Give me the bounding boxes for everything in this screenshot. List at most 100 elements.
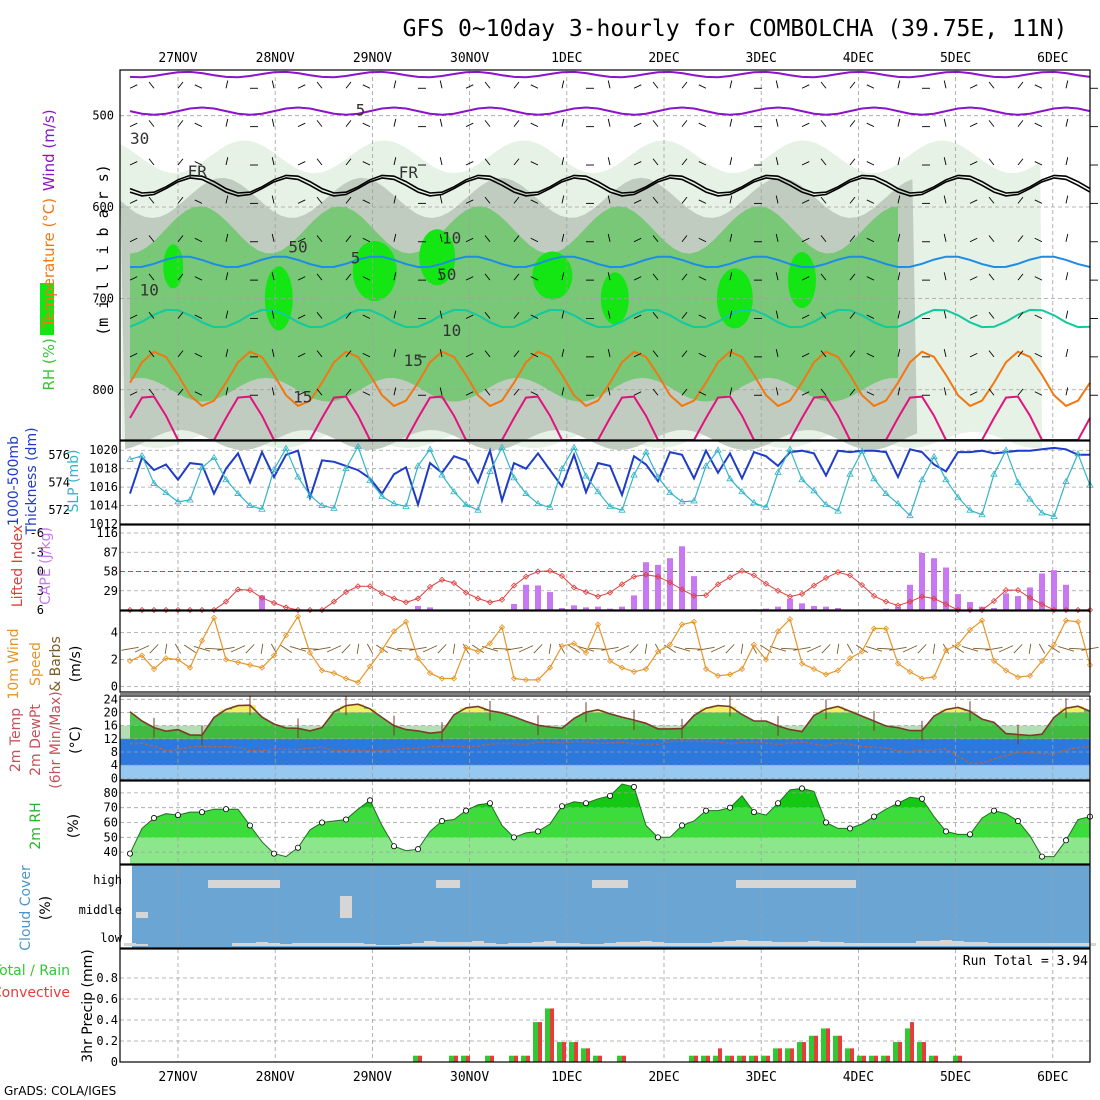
temp-label-b: 2m DewPt <box>28 704 44 776</box>
wind-barb <box>729 348 733 357</box>
wind-barb-10m <box>629 644 639 654</box>
cloud-bar-low <box>280 944 292 946</box>
wind-speed-point <box>546 664 554 671</box>
wind-barb-10m <box>452 643 456 654</box>
temperature-peak <box>712 705 724 713</box>
isotherm-neg5 <box>129 106 1091 116</box>
wind-speed-point <box>198 637 206 644</box>
wind-barb-10m <box>644 643 648 654</box>
wind-barb <box>607 157 611 166</box>
wind-barb <box>271 387 275 396</box>
wind-barb-10m <box>1069 647 1087 650</box>
isotherm-15 <box>129 350 1091 408</box>
wind-speed-point <box>294 613 302 620</box>
thickness-tick-label: 576 <box>48 448 70 462</box>
lifted-index-point <box>618 581 626 588</box>
wind-barb <box>194 237 203 243</box>
wind-barb-10m <box>493 647 511 650</box>
lifted-index-point <box>186 606 194 614</box>
rh2m-point <box>535 828 542 835</box>
wind-barb <box>530 276 539 281</box>
precip-conv-bar <box>886 1055 890 1062</box>
precip-conv-bar <box>862 1055 866 1062</box>
lifted-index-point <box>210 606 218 614</box>
wind-barb <box>271 195 275 204</box>
cloud-bar-low <box>388 945 400 946</box>
cloud-bar-low <box>892 943 904 946</box>
cloud-bar-low <box>1036 943 1048 946</box>
wind-barb-10m <box>1013 644 1023 654</box>
thickness-labels: 1000-500mb Thickness (dm) SLP (mb) <box>6 427 82 535</box>
wind-speed-point <box>738 665 746 673</box>
wind-barb <box>484 388 491 396</box>
wind-barb <box>897 233 901 242</box>
cloud-labels: Cloud Cover (%) <box>18 865 54 951</box>
temperature-peak <box>352 704 364 713</box>
wind-barb <box>393 387 397 396</box>
cloud-bar-middle <box>136 912 148 918</box>
wind-barb-10m <box>697 646 715 651</box>
wind-barb-10m <box>149 644 159 654</box>
wind-barb-10m <box>397 647 415 650</box>
lifted-index-point <box>762 580 770 587</box>
slp-point <box>126 455 134 462</box>
wind-barb <box>316 196 323 204</box>
cloud-bar-low <box>688 943 700 946</box>
wind-speed-point <box>318 667 326 674</box>
wind-barb <box>969 199 978 204</box>
cloud-bar-low <box>124 943 136 946</box>
wind-barb <box>129 161 138 166</box>
rh2m-point <box>366 797 373 804</box>
cloud-bar-low <box>376 945 388 946</box>
wind-barb <box>316 120 323 127</box>
wind-speed-point <box>186 664 194 671</box>
panel-frames <box>119 69 1091 1063</box>
wind-barb <box>607 348 611 357</box>
precip-conv-bar <box>790 1048 794 1062</box>
cape-bar <box>991 608 997 610</box>
slp-point <box>366 476 374 484</box>
precip-tick-label: 0.8 <box>96 971 118 985</box>
wind-barb <box>1065 387 1069 396</box>
cape-bar <box>775 606 781 610</box>
precip-total-bar <box>725 1055 730 1062</box>
precip-total-bar <box>953 1055 958 1062</box>
wind-barb-10m <box>577 646 595 652</box>
lifted-index-point <box>834 569 842 576</box>
slp-point <box>342 464 350 472</box>
wind-barb <box>698 391 707 396</box>
wind-barb <box>866 314 875 319</box>
cloud-bar-low <box>640 941 652 946</box>
wind-barb <box>393 348 397 357</box>
cape-bar <box>523 584 529 610</box>
cloud-bar-high <box>832 880 844 888</box>
slp-point <box>402 502 410 509</box>
cape-bar <box>679 546 685 610</box>
wind-barb-10m <box>902 645 918 653</box>
wind-barb <box>439 157 443 166</box>
wind-barb-10m <box>245 644 255 654</box>
cloud-bar-low <box>712 942 724 946</box>
wind-barb <box>801 237 810 243</box>
cloud-bar-high <box>604 880 616 888</box>
slp-point <box>450 487 458 495</box>
wind-barb-10m <box>806 645 822 653</box>
cloud-bar-high <box>592 880 604 888</box>
wind-barb <box>393 310 397 319</box>
rh2m-band-dark <box>130 784 1090 808</box>
wind-barb <box>465 161 474 166</box>
date-label-top: 6DEC <box>1037 51 1068 66</box>
wind-barb <box>530 237 539 243</box>
wind-speed-point <box>246 661 254 669</box>
wind-barb-10m <box>685 647 703 650</box>
wind-barb <box>849 158 856 166</box>
wind-barb <box>148 311 155 319</box>
wind-barb-10m <box>781 647 799 650</box>
slp-point <box>498 443 506 450</box>
wind-barb <box>465 122 474 128</box>
wind-barb-10m <box>174 643 182 654</box>
wind10-label-b: Speed <box>28 642 44 686</box>
cloud-bar-low <box>544 941 556 946</box>
temp-tick-label: 12 <box>104 732 118 746</box>
wind-barb <box>177 158 184 166</box>
